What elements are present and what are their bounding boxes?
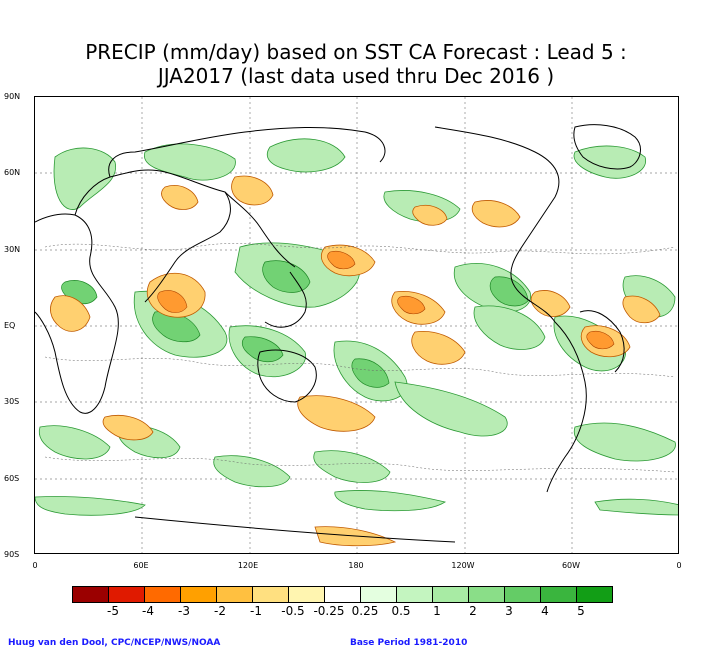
map-title-line2: JJA2017 (last data used thru Dec 2016 ) xyxy=(157,64,555,88)
lon-label-180: 180 xyxy=(348,561,364,570)
lon-label-60w: 60W xyxy=(561,561,581,570)
colorbar-swatch xyxy=(432,586,469,603)
colorbar-label: -2 xyxy=(214,604,226,618)
lon-label-0: 0 xyxy=(32,561,38,570)
footer-credit: Huug van den Dool, CPC/NCEP/NWS/NOAA xyxy=(8,638,221,648)
continent-outlines xyxy=(35,124,641,543)
lat-label-eq: EQ xyxy=(4,321,16,330)
colorbar-swatch xyxy=(72,586,109,603)
colorbar-swatch xyxy=(360,586,397,603)
lat-label-60s: 60S xyxy=(4,474,20,483)
colorbar-label: 5 xyxy=(577,604,585,618)
colorbar-label: -3 xyxy=(178,604,190,618)
precip-forecast-map xyxy=(34,96,679,554)
negative-anomaly-areas xyxy=(50,175,661,547)
zero-contours xyxy=(44,243,676,473)
map-title-line1: PRECIP (mm/day) based on SST CA Forecast… xyxy=(85,40,627,64)
lat-label-90n: 90N xyxy=(4,92,21,101)
colorbar-label: 0.25 xyxy=(351,604,379,618)
lon-label-120w: 120W xyxy=(451,561,475,570)
colorbar-swatch xyxy=(396,586,433,603)
colorbar-label: -5 xyxy=(107,604,119,618)
colorbar-swatch xyxy=(144,586,181,603)
colorbar-swatch xyxy=(468,586,505,603)
colorbar-label: 0.5 xyxy=(391,604,411,618)
strong-negative-anomaly-areas xyxy=(157,250,615,350)
lat-label-30s: 30S xyxy=(4,397,20,406)
colorbar-label: -4 xyxy=(142,604,154,618)
colorbar-label: -1 xyxy=(250,604,262,618)
lat-label-90s: 90S xyxy=(4,550,20,559)
colorbar-label: 3 xyxy=(505,604,513,618)
colorbar-label: -0.5 xyxy=(281,604,305,618)
colorbar-label: -0.25 xyxy=(313,604,345,618)
lat-label-30n: 30N xyxy=(4,245,21,254)
colorbar-label: 2 xyxy=(469,604,477,618)
colorbar-swatch xyxy=(504,586,541,603)
lon-label-120e: 120E xyxy=(237,561,259,570)
colorbar-label: 1 xyxy=(433,604,441,618)
colorbar-swatch xyxy=(324,586,361,603)
colorbar-swatch xyxy=(216,586,253,603)
colorbar-swatch xyxy=(252,586,289,603)
colorbar-label: 4 xyxy=(541,604,549,618)
colorbar-swatch xyxy=(540,586,577,603)
lon-label-0-east: 0 xyxy=(676,561,682,570)
colorbar-swatch xyxy=(288,586,325,603)
lat-label-60n: 60N xyxy=(4,168,21,177)
footer-base-period: Base Period 1981-2010 xyxy=(350,638,468,648)
colorbar-swatch xyxy=(108,586,145,603)
lon-label-60e: 60E xyxy=(133,561,149,570)
colorbar-swatch xyxy=(576,586,613,603)
colorbar-swatch xyxy=(180,586,217,603)
